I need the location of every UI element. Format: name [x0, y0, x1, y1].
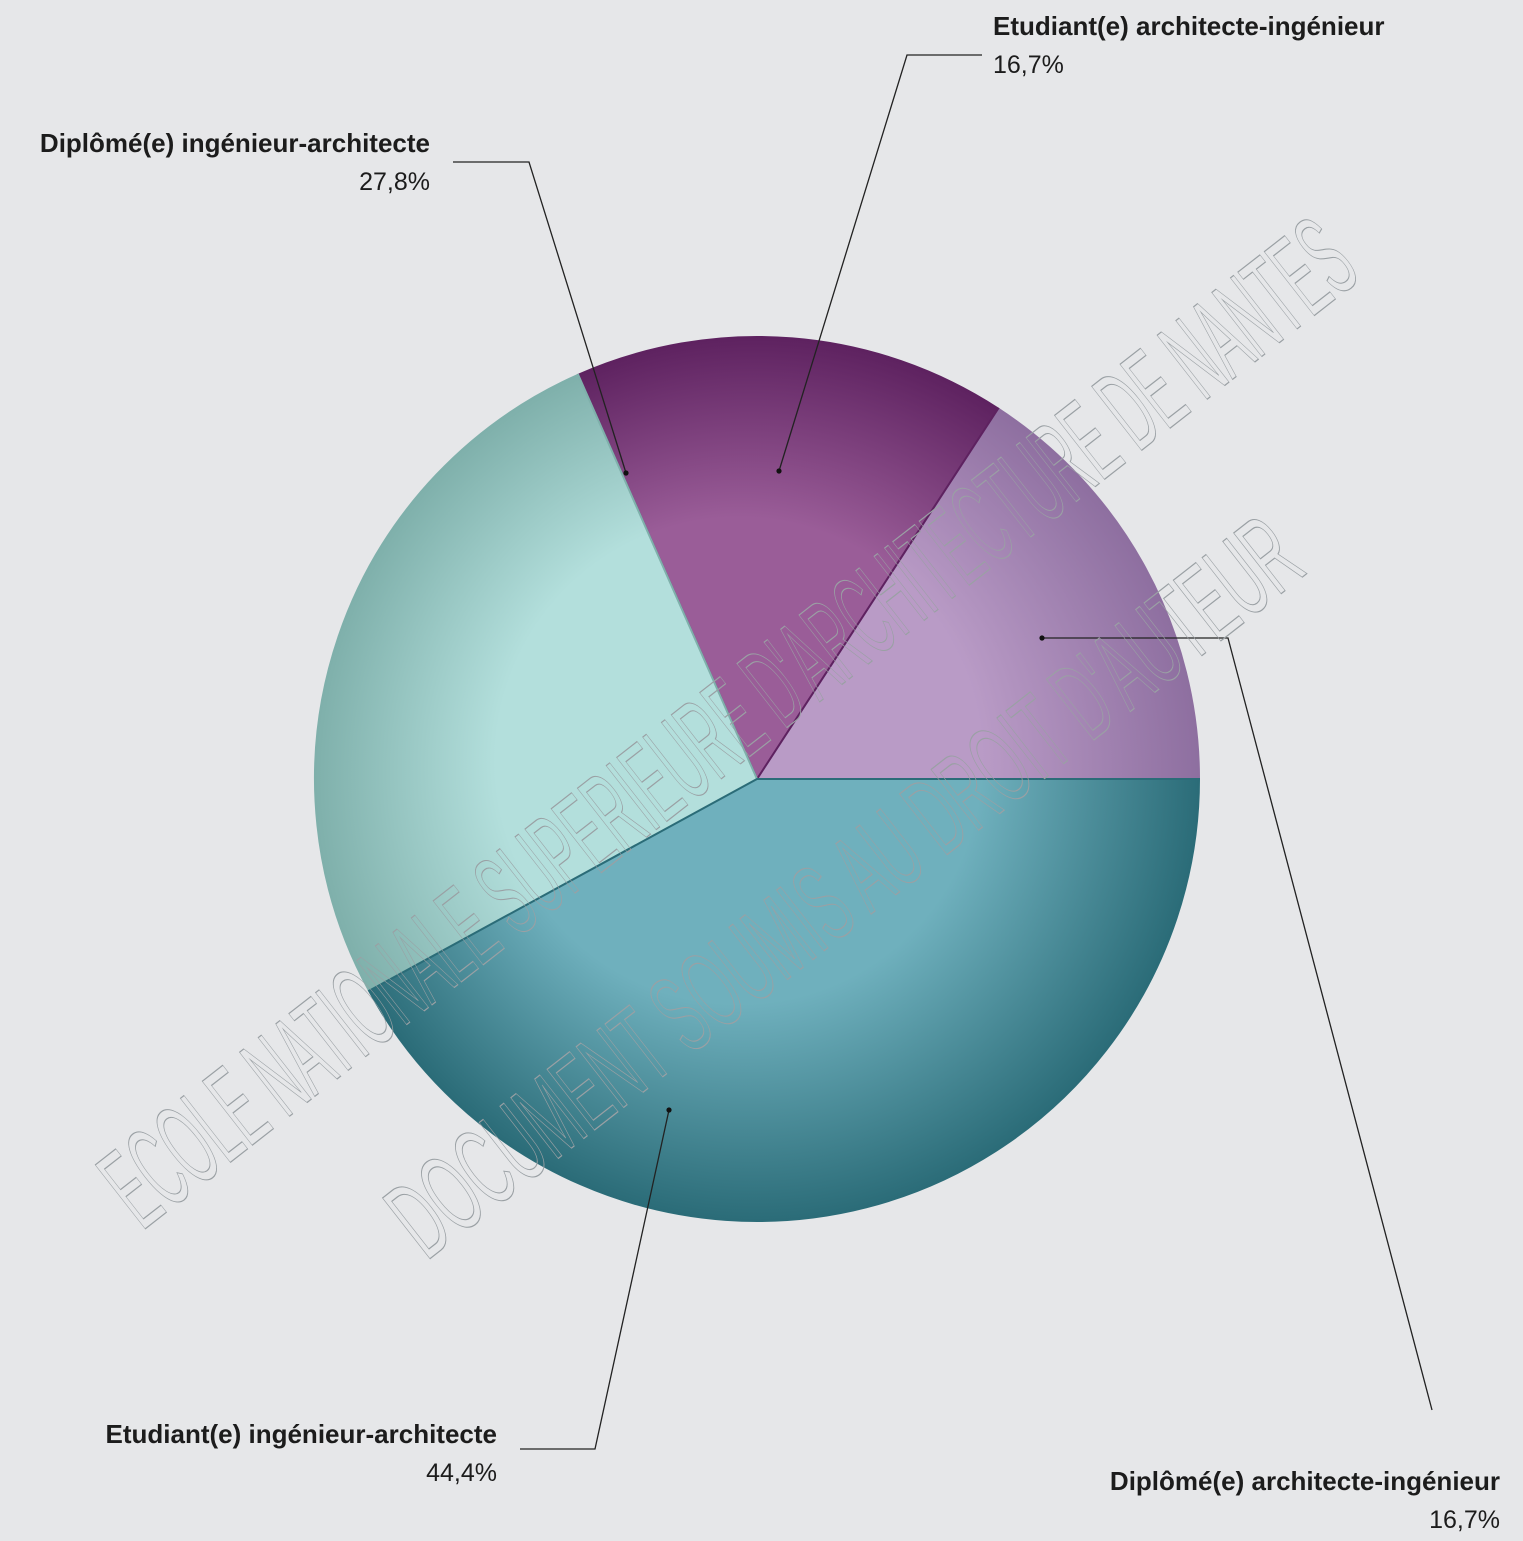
pie-slice [755, 407, 1201, 780]
leader-dot [666, 1107, 672, 1113]
leader-line [453, 161, 627, 474]
pie-slice [314, 373, 759, 993]
slice-labels: Diplômé(e) architecte-ingénieur 16,7% Etud… [40, 11, 1500, 1534]
pie-slice [367, 778, 1201, 1222]
slice-value-label: 16,7% [993, 51, 1064, 79]
slice-label: Etudiant(e) architecte-ingénieur [993, 11, 1385, 41]
leader-dot [776, 468, 782, 474]
leader-lines [453, 54, 1433, 1450]
leader-line [778, 54, 982, 472]
leader-line [1042, 637, 1433, 1411]
slice-value-label: 16,7% [1429, 1506, 1500, 1534]
leader-dot [1039, 635, 1045, 641]
slice-label: Diplômé(e) architecte-ingénieur [1110, 1466, 1500, 1496]
slice-label: Etudiant(e) ingénieur-architecte [106, 1419, 498, 1449]
slice-label: Diplômé(e) ingénieur-architecte [40, 128, 430, 158]
leader-line [520, 1109, 670, 1450]
leader-dot [623, 470, 629, 476]
pie-slices [314, 336, 1201, 1222]
pie-slice [576, 336, 1000, 782]
slice-value-label: 27,8% [359, 168, 430, 196]
slice-value-label: 44,4% [426, 1459, 497, 1487]
